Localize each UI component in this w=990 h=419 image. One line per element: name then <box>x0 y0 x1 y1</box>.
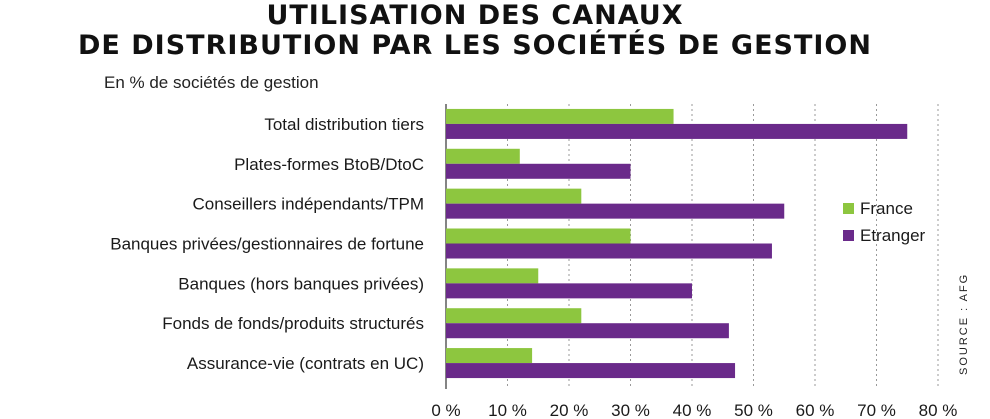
x-tick-label: 10 % <box>488 401 527 419</box>
bar-etranger <box>446 283 692 299</box>
chart-subtitle: En % de sociétés de gestion <box>104 73 319 92</box>
bar-etranger <box>446 203 785 219</box>
bar-france <box>446 308 582 324</box>
bar-france <box>446 228 631 244</box>
bar-etranger <box>446 243 772 259</box>
bar-etranger <box>446 323 729 339</box>
category-label: Plates-formes BtoB/DtoC <box>234 155 424 174</box>
x-tick-label: 60 % <box>796 401 835 419</box>
category-label: Banques privées/gestionnaires de fortune <box>110 235 424 254</box>
bar-etranger <box>446 363 736 379</box>
legend-label: France <box>860 199 913 218</box>
chart-title-line2: DE DISTRIBUTION PAR LES SOCIÉTÉS DE GEST… <box>78 30 872 61</box>
bar-france <box>446 148 520 164</box>
bar-etranger <box>446 163 631 179</box>
category-label: Total distribution tiers <box>264 115 424 134</box>
legend-swatch <box>843 230 854 241</box>
category-label: Fonds de fonds/produits structurés <box>162 314 424 333</box>
bar-etranger <box>446 123 908 139</box>
x-tick-label: 40 % <box>673 401 712 419</box>
x-tick-label: 70 % <box>857 401 896 419</box>
x-tick-label: 30 % <box>611 401 650 419</box>
bar-france <box>446 188 582 204</box>
legend-label: Etranger <box>860 226 926 245</box>
x-tick-label: 0 % <box>431 401 460 419</box>
chart-title-line1: UTILISATION DES CANAUX <box>266 0 684 31</box>
bar-france <box>446 348 533 364</box>
x-tick-label: 50 % <box>734 401 773 419</box>
bar-france <box>446 108 674 124</box>
x-tick-label: 80 % <box>919 401 958 419</box>
category-label: Assurance-vie (contrats en UC) <box>187 354 424 373</box>
bar-france <box>446 268 539 284</box>
legend-swatch <box>843 203 854 214</box>
category-label: Banques (hors banques privées) <box>178 274 424 293</box>
x-tick-label: 20 % <box>550 401 589 419</box>
category-label: Conseillers indépendants/TPM <box>192 195 424 214</box>
